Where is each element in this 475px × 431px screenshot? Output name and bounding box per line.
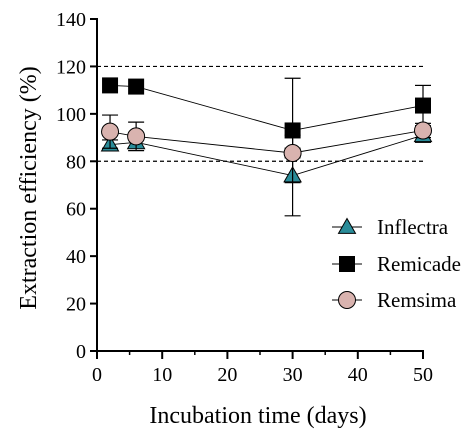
x-tick-label: 40 <box>348 364 368 386</box>
legend-item: Inflectra <box>332 215 449 239</box>
data-point <box>127 127 146 146</box>
y-tick-label: 140 <box>56 9 86 31</box>
data-point <box>283 143 302 162</box>
y-tick-label: 40 <box>66 246 86 268</box>
series-layer <box>100 77 433 217</box>
y-ticks: 0 20 40 60 80 100 120 140 <box>56 9 97 363</box>
legend-item: Remsima <box>332 288 457 312</box>
y-tick-label: 0 <box>76 341 86 363</box>
legend-marker <box>339 256 355 272</box>
series-remicade <box>102 77 431 184</box>
x-axis-title: Incubation time (days) <box>149 403 366 429</box>
legend-label: Remicade <box>377 252 461 276</box>
data-point <box>101 122 120 141</box>
x-tick-label: 0 <box>92 364 102 386</box>
y-tick-label: 120 <box>56 56 86 78</box>
series-line <box>109 130 424 154</box>
x-tick-label: 30 <box>283 364 303 386</box>
data-point <box>414 121 432 140</box>
legend: Inflectra Remicade Remsima <box>332 215 461 312</box>
y-tick-label: 60 <box>66 199 86 221</box>
data-point <box>102 77 119 94</box>
x-tick-label: 50 <box>413 364 433 386</box>
reference-lines <box>97 65 423 162</box>
legend-marker <box>338 291 356 309</box>
x-tick-label: 10 <box>152 364 172 386</box>
legend-marker <box>337 217 357 234</box>
y-tick-label: 80 <box>66 151 86 173</box>
data-point <box>415 97 431 114</box>
axes <box>96 18 424 352</box>
series-remsima <box>101 114 432 162</box>
x-ticks: 0 10 20 30 40 50 <box>92 351 433 386</box>
series-line <box>110 84 424 131</box>
y-tick-label: 100 <box>56 104 86 126</box>
legend-label: Inflectra <box>377 215 449 239</box>
y-tick-label: 20 <box>66 294 86 316</box>
data-point <box>128 78 145 95</box>
x-tick-label: 20 <box>217 364 237 386</box>
legend-item: Remicade <box>332 252 461 276</box>
legend-label: Remsima <box>377 288 457 312</box>
y-axis-title: Extraction efficiency (%) <box>16 66 42 309</box>
series-line <box>109 134 424 176</box>
series-inflectra <box>100 125 433 217</box>
data-point <box>284 122 301 139</box>
